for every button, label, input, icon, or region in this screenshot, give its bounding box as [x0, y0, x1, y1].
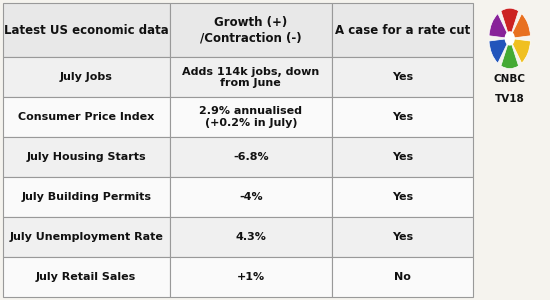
Wedge shape: [510, 38, 530, 63]
Bar: [170, 57, 332, 97]
Text: No: No: [394, 272, 411, 282]
Bar: [170, 217, 332, 257]
Text: TV18: TV18: [495, 94, 525, 104]
Text: July Building Permits: July Building Permits: [21, 192, 151, 202]
Bar: [170, 137, 332, 177]
Wedge shape: [510, 14, 530, 38]
Text: Latest US economic data: Latest US economic data: [4, 24, 169, 37]
Bar: [170, 177, 332, 217]
Text: July Jobs: July Jobs: [60, 72, 113, 82]
Text: Adds 114k jobs, down
from June: Adds 114k jobs, down from June: [182, 67, 320, 88]
Bar: [332, 57, 473, 97]
Wedge shape: [501, 8, 519, 38]
Text: -4%: -4%: [239, 192, 262, 202]
Bar: [3, 3, 170, 57]
Text: RESERVE: RESERVE: [221, 160, 274, 170]
Bar: [332, 137, 473, 177]
Bar: [332, 217, 473, 257]
Circle shape: [505, 32, 514, 45]
Text: July Housing Starts: July Housing Starts: [26, 152, 146, 162]
Text: Yes: Yes: [392, 72, 413, 82]
Bar: [170, 3, 332, 57]
Wedge shape: [489, 14, 510, 38]
Text: SYSTEM: SYSTEM: [227, 184, 268, 193]
Bar: [170, 97, 332, 137]
Wedge shape: [501, 38, 519, 69]
Circle shape: [59, 44, 436, 279]
Text: Consumer Price Index: Consumer Price Index: [18, 112, 155, 122]
Bar: [332, 97, 473, 137]
Text: July Retail Sales: July Retail Sales: [36, 272, 136, 282]
Bar: [3, 177, 170, 217]
Text: A case for a rate cut: A case for a rate cut: [335, 24, 470, 37]
Text: July Unemployment Rate: July Unemployment Rate: [9, 232, 163, 242]
Text: Yes: Yes: [392, 192, 413, 202]
Text: Yes: Yes: [392, 112, 413, 122]
Bar: [3, 137, 170, 177]
Text: Growth (+)
/Contraction (-): Growth (+) /Contraction (-): [200, 16, 301, 44]
Bar: [332, 177, 473, 217]
Bar: [3, 217, 170, 257]
Bar: [332, 257, 473, 297]
Text: +1%: +1%: [236, 272, 265, 282]
Bar: [3, 97, 170, 137]
Bar: [170, 257, 332, 297]
Text: Yes: Yes: [392, 232, 413, 242]
Text: 2.9% annualised
(+0.2% in July): 2.9% annualised (+0.2% in July): [199, 106, 302, 128]
Bar: [332, 3, 473, 57]
Bar: [3, 57, 170, 97]
Text: CNBC: CNBC: [494, 74, 526, 84]
Bar: [3, 257, 170, 297]
Text: -6.8%: -6.8%: [233, 152, 268, 162]
Wedge shape: [489, 38, 510, 63]
Text: FEDERAL: FEDERAL: [221, 136, 273, 146]
Text: 4.3%: 4.3%: [235, 232, 266, 242]
Text: Yes: Yes: [392, 152, 413, 162]
